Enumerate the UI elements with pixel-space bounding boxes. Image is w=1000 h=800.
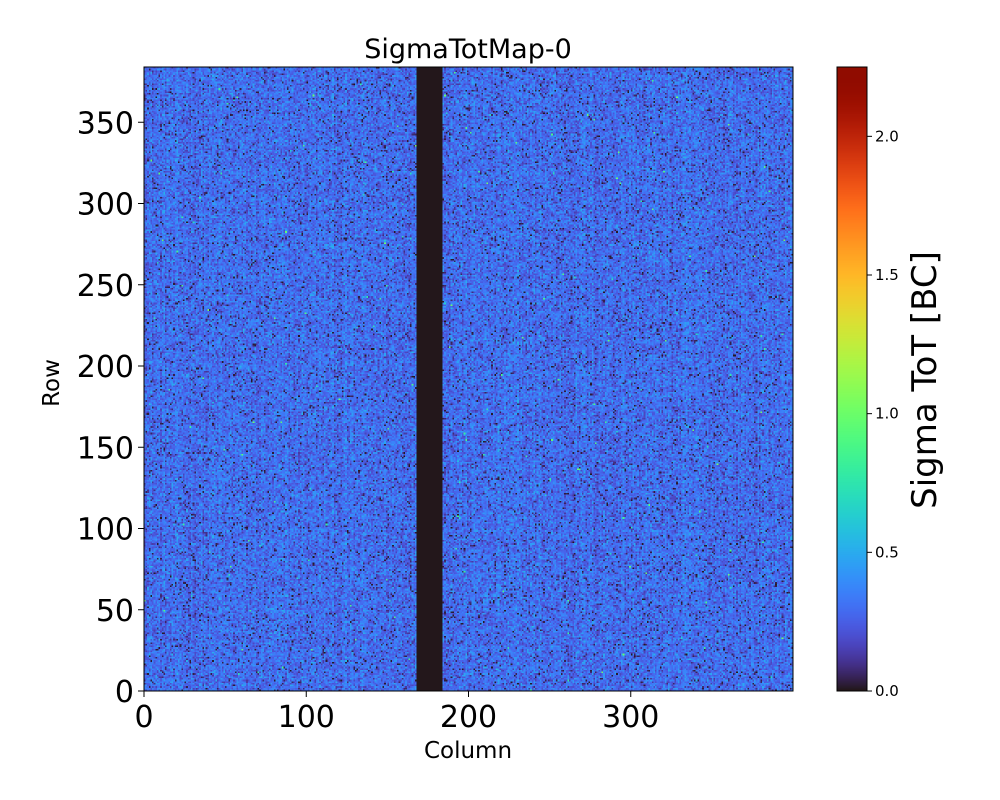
chart-title: SigmaTotMap-0 [364, 34, 572, 65]
y-tick-label: 350 [77, 106, 134, 141]
x-tick-label: 100 [278, 700, 335, 735]
y-axis-label: Row [39, 359, 65, 407]
y-tick-label: 300 [77, 188, 134, 223]
colorbar-tick-label: 0.0 [875, 682, 899, 700]
colorbar-tick-label: 1.0 [875, 405, 899, 423]
colorbar-tick-label: 1.5 [875, 266, 899, 284]
y-tick-label: 100 [77, 513, 134, 548]
x-tick-label: 0 [134, 700, 153, 735]
colorbar-ticks: 0.0 0.5 1.0 1.5 2.0 [867, 127, 899, 700]
colorbar-gradient [837, 67, 867, 691]
y-tick-label: 200 [77, 350, 134, 385]
heatmap-image [144, 67, 793, 691]
colorbar-tick-label: 0.5 [875, 543, 899, 561]
x-axis-label: Column [424, 738, 512, 764]
colorbar-label: Sigma ToT [BC] [905, 251, 945, 509]
y-tick-label: 250 [77, 269, 134, 304]
y-tick-label: 0 [115, 675, 134, 710]
y-tick-label: 50 [96, 594, 134, 629]
x-axis-ticks: 0 100 200 300 [134, 691, 659, 735]
y-tick-label: 150 [77, 431, 134, 466]
x-tick-label: 300 [602, 700, 659, 735]
x-tick-label: 200 [440, 700, 497, 735]
plot-frame [143, 66, 794, 692]
colorbar-tick-label: 2.0 [875, 127, 899, 145]
colorbar-frame [836, 66, 868, 692]
y-axis-ticks: 0 50 100 150 200 250 300 350 [77, 106, 144, 710]
